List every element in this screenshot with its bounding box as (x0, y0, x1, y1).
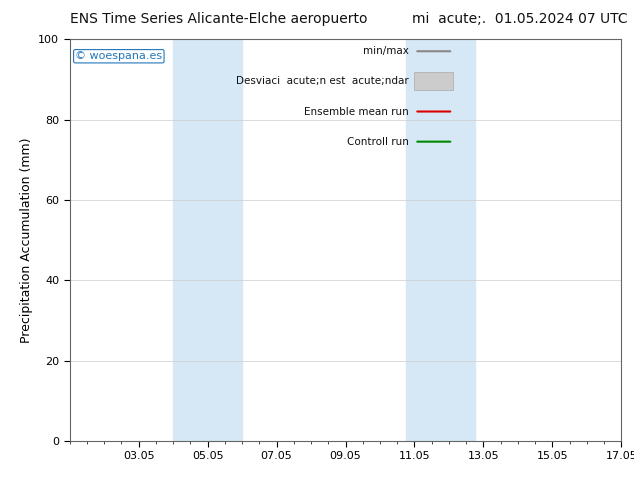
Text: Desviaci  acute;n est  acute;ndar: Desviaci acute;n est acute;ndar (236, 76, 409, 86)
Bar (415, 73, 453, 91)
Text: min/max: min/max (363, 46, 409, 56)
Text: Ensemble mean run: Ensemble mean run (304, 106, 409, 117)
Bar (406, 39, 475, 441)
Text: © woespana.es: © woespana.es (75, 51, 162, 61)
Y-axis label: Precipitation Accumulation (mm): Precipitation Accumulation (mm) (20, 137, 33, 343)
Text: Controll run: Controll run (347, 137, 409, 147)
Bar (173, 39, 242, 441)
Text: ENS Time Series Alicante-Elche aeropuerto: ENS Time Series Alicante-Elche aeropuert… (70, 12, 367, 26)
Text: mi  acute;.  01.05.2024 07 UTC: mi acute;. 01.05.2024 07 UTC (412, 12, 628, 26)
